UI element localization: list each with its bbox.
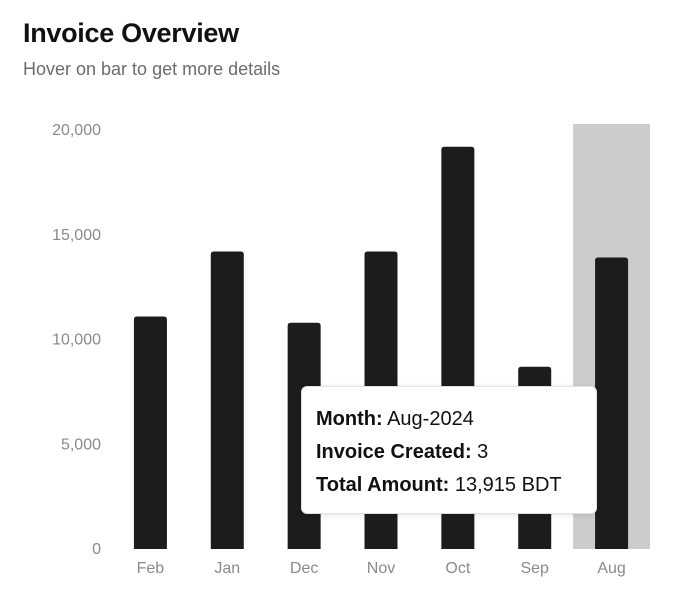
x-tick-label: Sep [520,560,549,577]
tooltip-month-label: Month: [316,408,383,430]
chart-subtitle: Hover on bar to get more details [23,59,281,79]
y-tick-label: 15,000 [52,227,101,244]
tooltip-amount-value: 13,915 BDT [454,474,562,496]
x-tick-label: Aug [597,560,625,577]
y-tick-label: 0 [92,541,101,558]
tooltip-month-row: Month: Aug-2024 [316,403,582,436]
x-tick-label: Oct [445,560,470,577]
x-tick-label: Dec [290,560,318,577]
bar-aug[interactable] [595,257,629,549]
x-tick-label: Nov [367,560,395,577]
tooltip-invoice-label: Invoice Created: [316,441,472,463]
tooltip-invoice-row: Invoice Created: 3 [316,436,582,469]
y-tick-label: 20,000 [52,122,101,139]
x-tick-label: Jan [214,560,240,577]
tooltip-invoice-value: 3 [477,441,489,463]
bar-jan[interactable] [210,251,244,549]
bar-tooltip: Month: Aug-2024 Invoice Created: 3 Total… [301,386,597,514]
bar-feb[interactable] [133,316,167,549]
tooltip-amount-row: Total Amount: 13,915 BDT [316,469,582,502]
tooltip-amount-label: Total Amount: [316,474,450,496]
chart-title: Invoice Overview [23,18,239,48]
x-tick-label: Feb [137,560,165,577]
y-tick-label: 10,000 [52,332,101,349]
y-tick-label: 5,000 [61,436,101,453]
tooltip-month-value: Aug-2024 [387,408,474,430]
